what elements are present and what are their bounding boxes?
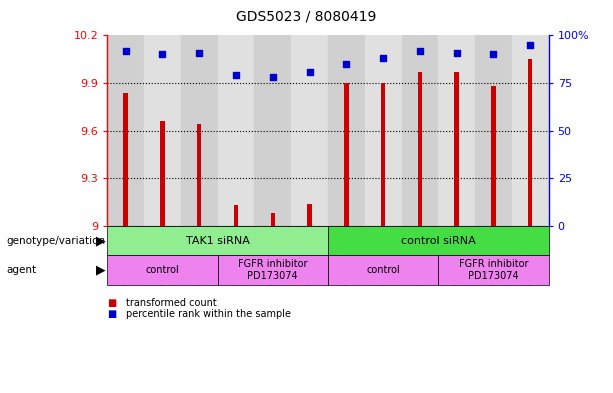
- Bar: [512, 35, 549, 226]
- Point: [489, 51, 498, 57]
- Text: ▶: ▶: [96, 264, 106, 277]
- Bar: [417, 72, 422, 226]
- Point: [121, 48, 131, 54]
- Text: control siRNA: control siRNA: [401, 236, 476, 246]
- Text: transformed count: transformed count: [126, 298, 216, 308]
- Text: control: control: [145, 265, 180, 275]
- Bar: [344, 83, 349, 226]
- Bar: [438, 35, 475, 226]
- Bar: [528, 59, 533, 226]
- Text: control: control: [366, 265, 400, 275]
- Point: [268, 74, 278, 81]
- Bar: [218, 35, 254, 226]
- Text: FGFR inhibitor
PD173074: FGFR inhibitor PD173074: [459, 259, 528, 281]
- Bar: [123, 92, 128, 226]
- Point: [415, 48, 425, 54]
- Bar: [254, 35, 291, 226]
- Text: genotype/variation: genotype/variation: [6, 236, 105, 246]
- Bar: [491, 86, 496, 226]
- Text: ■: ■: [107, 298, 116, 308]
- Bar: [181, 35, 218, 226]
- Point: [341, 61, 351, 67]
- Bar: [197, 124, 202, 226]
- Text: GDS5023 / 8080419: GDS5023 / 8080419: [237, 10, 376, 24]
- Point: [194, 50, 204, 56]
- Bar: [291, 35, 328, 226]
- Bar: [381, 83, 386, 226]
- Point: [158, 51, 167, 57]
- Point: [231, 72, 241, 79]
- Bar: [454, 72, 459, 226]
- Bar: [270, 213, 275, 226]
- Text: ▶: ▶: [96, 234, 106, 247]
- Point: [525, 42, 535, 48]
- Bar: [160, 121, 165, 226]
- Bar: [365, 35, 402, 226]
- Bar: [328, 35, 365, 226]
- Bar: [307, 204, 312, 226]
- Bar: [234, 205, 238, 226]
- Text: percentile rank within the sample: percentile rank within the sample: [126, 309, 291, 320]
- Text: ■: ■: [107, 309, 116, 320]
- Bar: [144, 35, 181, 226]
- Bar: [475, 35, 512, 226]
- Point: [452, 50, 462, 56]
- Bar: [402, 35, 438, 226]
- Point: [305, 68, 314, 75]
- Point: [378, 55, 388, 61]
- Text: FGFR inhibitor
PD173074: FGFR inhibitor PD173074: [238, 259, 308, 281]
- Bar: [107, 35, 144, 226]
- Text: agent: agent: [6, 265, 36, 275]
- Text: TAK1 siRNA: TAK1 siRNA: [186, 236, 249, 246]
